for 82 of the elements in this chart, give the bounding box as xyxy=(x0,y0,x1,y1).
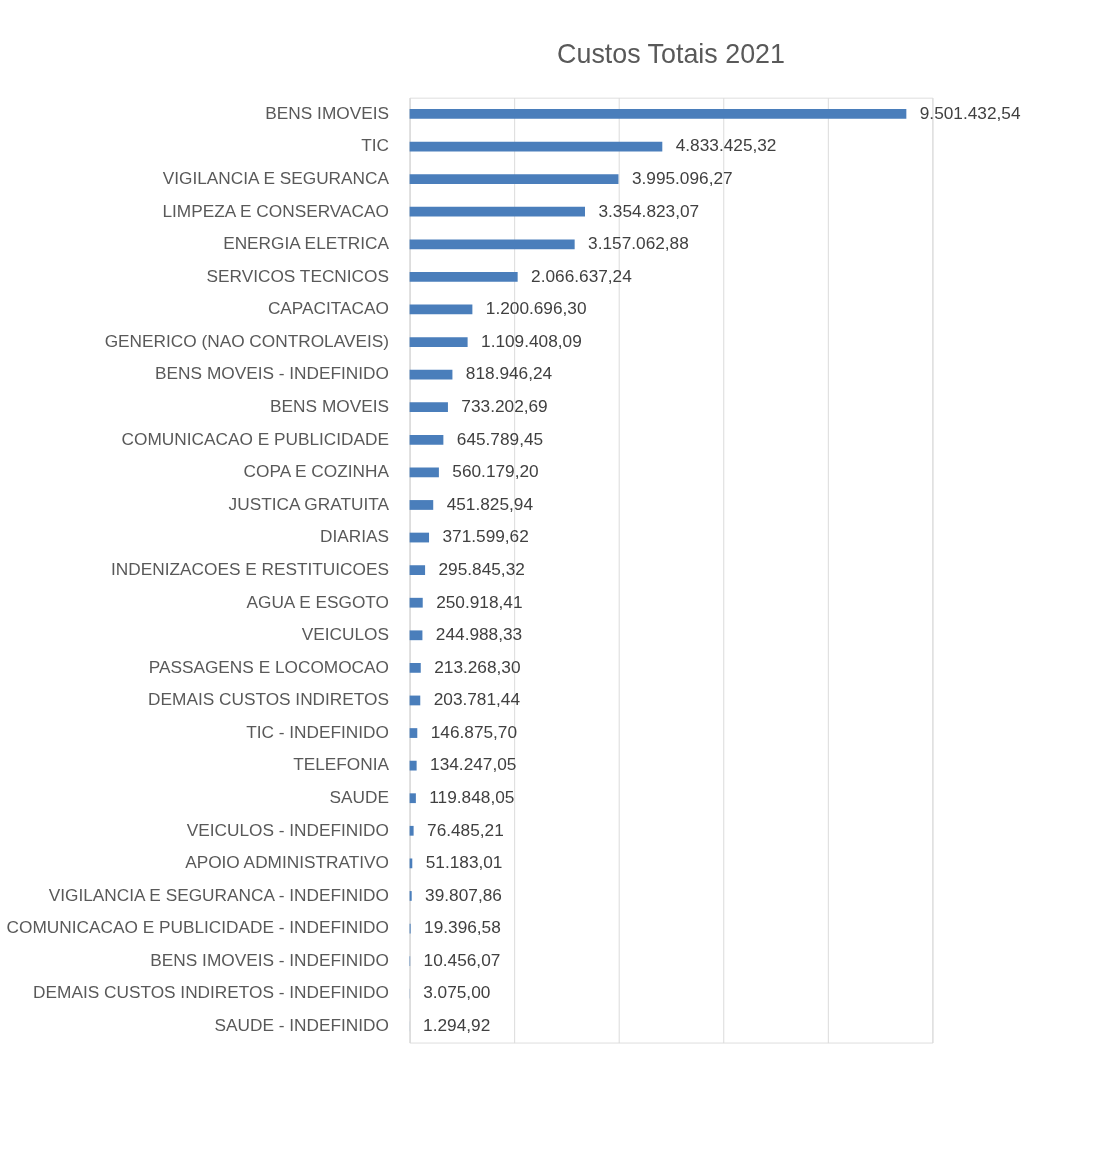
y-tick-label: GENERICO (NAO CONTROLAVEIS) xyxy=(104,330,389,351)
y-tick-label: BENS IMOVEIS - INDEFINIDO xyxy=(150,949,389,970)
data-label: 213.268,30 xyxy=(434,656,521,677)
bar xyxy=(409,402,448,413)
data-label: 451.825,94 xyxy=(446,493,534,514)
y-tick-label: TIC xyxy=(361,135,389,156)
data-label: 295.845,32 xyxy=(438,558,525,579)
data-label: 1.109.408,09 xyxy=(481,330,582,351)
data-label: 203.781,44 xyxy=(433,689,521,710)
bar xyxy=(409,369,453,380)
y-tick-label: BENS MOVEIS - INDEFINIDO xyxy=(155,363,389,384)
bar xyxy=(409,565,426,576)
bar xyxy=(409,793,416,804)
y-tick-label: TIC - INDEFINIDO xyxy=(246,721,389,742)
bar xyxy=(409,662,421,673)
y-tick-label: DEMAIS CUSTOS INDIRETOS xyxy=(148,689,389,710)
bar xyxy=(409,272,518,282)
data-label: 10.456,07 xyxy=(423,949,501,970)
y-tick-label: VIGILANCIA E SEGURANCA xyxy=(162,167,390,188)
chart-title: Custos Totais 2021 xyxy=(557,39,785,70)
bar xyxy=(409,760,417,771)
bar xyxy=(409,239,575,250)
data-label: 371.599,62 xyxy=(442,526,529,547)
data-label: 51.183,01 xyxy=(425,852,503,873)
data-label: 250.918,41 xyxy=(436,591,523,612)
data-label: 3.995.096,27 xyxy=(631,167,733,188)
bar xyxy=(409,141,663,152)
bar xyxy=(409,109,907,119)
bar xyxy=(409,825,414,836)
bar xyxy=(409,206,585,217)
bar xyxy=(409,434,444,445)
data-label: 119.848,05 xyxy=(429,787,515,808)
y-tick-label: AGUA E ESGOTO xyxy=(246,591,389,612)
bar xyxy=(409,532,430,543)
y-tick-label: CAPACITACAO xyxy=(267,298,389,319)
y-tick-label: TELEFONIA xyxy=(293,754,390,775)
y-tick-label: BENS MOVEIS xyxy=(270,396,389,417)
data-label: 645.789,45 xyxy=(456,428,544,449)
data-label: 146.875,70 xyxy=(430,721,518,742)
data-label: 3.157.062,88 xyxy=(588,233,689,254)
y-tick-label: DIARIAS xyxy=(319,526,389,547)
data-label: 134.247,05 xyxy=(430,754,517,775)
bar xyxy=(409,500,434,510)
bar xyxy=(409,597,423,608)
y-tick-label: SAUDE xyxy=(329,787,389,808)
y-tick-label: DEMAIS CUSTOS INDIRETOS - INDEFINIDO xyxy=(33,982,389,1003)
data-label: 733.202,69 xyxy=(461,396,548,417)
y-tick-label: VEICULOS xyxy=(301,624,389,645)
y-tick-label: APOIO ADMINISTRATIVO xyxy=(185,852,389,873)
y-tick-label: SERVICOS TECNICOS xyxy=(206,265,389,286)
y-tick-label: COMUNICACAO E PUBLICIDADE xyxy=(121,428,389,449)
data-label: 39.807,86 xyxy=(425,884,502,905)
data-label: 2.066.637,24 xyxy=(531,265,633,286)
data-label: 3.075,00 xyxy=(423,982,491,1003)
y-tick-label: INDENIZACOES E RESTITUICOES xyxy=(111,558,389,579)
bar xyxy=(409,304,473,315)
data-label: 560.179,20 xyxy=(452,461,539,482)
bar xyxy=(409,891,412,901)
bar xyxy=(409,174,619,185)
data-label: 19.396,58 xyxy=(424,917,501,938)
y-tick-label: BENS IMOVEIS xyxy=(265,102,389,123)
y-tick-label: VEICULOS - INDEFINIDO xyxy=(186,819,389,840)
bar xyxy=(409,630,423,641)
bar xyxy=(409,728,418,738)
y-tick-label: COPA E COZINHA xyxy=(243,461,390,482)
data-label: 1.200.696,30 xyxy=(485,298,587,319)
y-tick-label: VIGILANCIA E SEGURANCA - INDEFINIDO xyxy=(48,884,389,905)
data-label: 1.294,92 xyxy=(423,1015,491,1036)
data-label: 4.833.425,32 xyxy=(675,135,777,156)
y-tick-label: ENERGIA ELETRICA xyxy=(223,233,390,254)
data-label: 244.988,33 xyxy=(435,624,523,645)
data-label: 3.354.823,07 xyxy=(598,200,700,221)
data-label: 818.946,24 xyxy=(465,363,553,384)
y-tick-label: JUSTICA GRATUITA xyxy=(228,493,390,514)
bar xyxy=(409,467,439,478)
data-label: 76.485,21 xyxy=(427,819,504,840)
y-tick-label: COMUNICACAO E PUBLICIDADE - INDEFINIDO xyxy=(6,917,389,938)
y-tick-label: PASSAGENS E LOCOMOCAO xyxy=(148,656,389,677)
bar xyxy=(409,337,468,347)
y-tick-label: LIMPEZA E CONSERVACAO xyxy=(162,200,389,221)
data-label: 9.501.432,54 xyxy=(919,102,1021,123)
y-tick-label: SAUDE - INDEFINIDO xyxy=(214,1015,389,1036)
